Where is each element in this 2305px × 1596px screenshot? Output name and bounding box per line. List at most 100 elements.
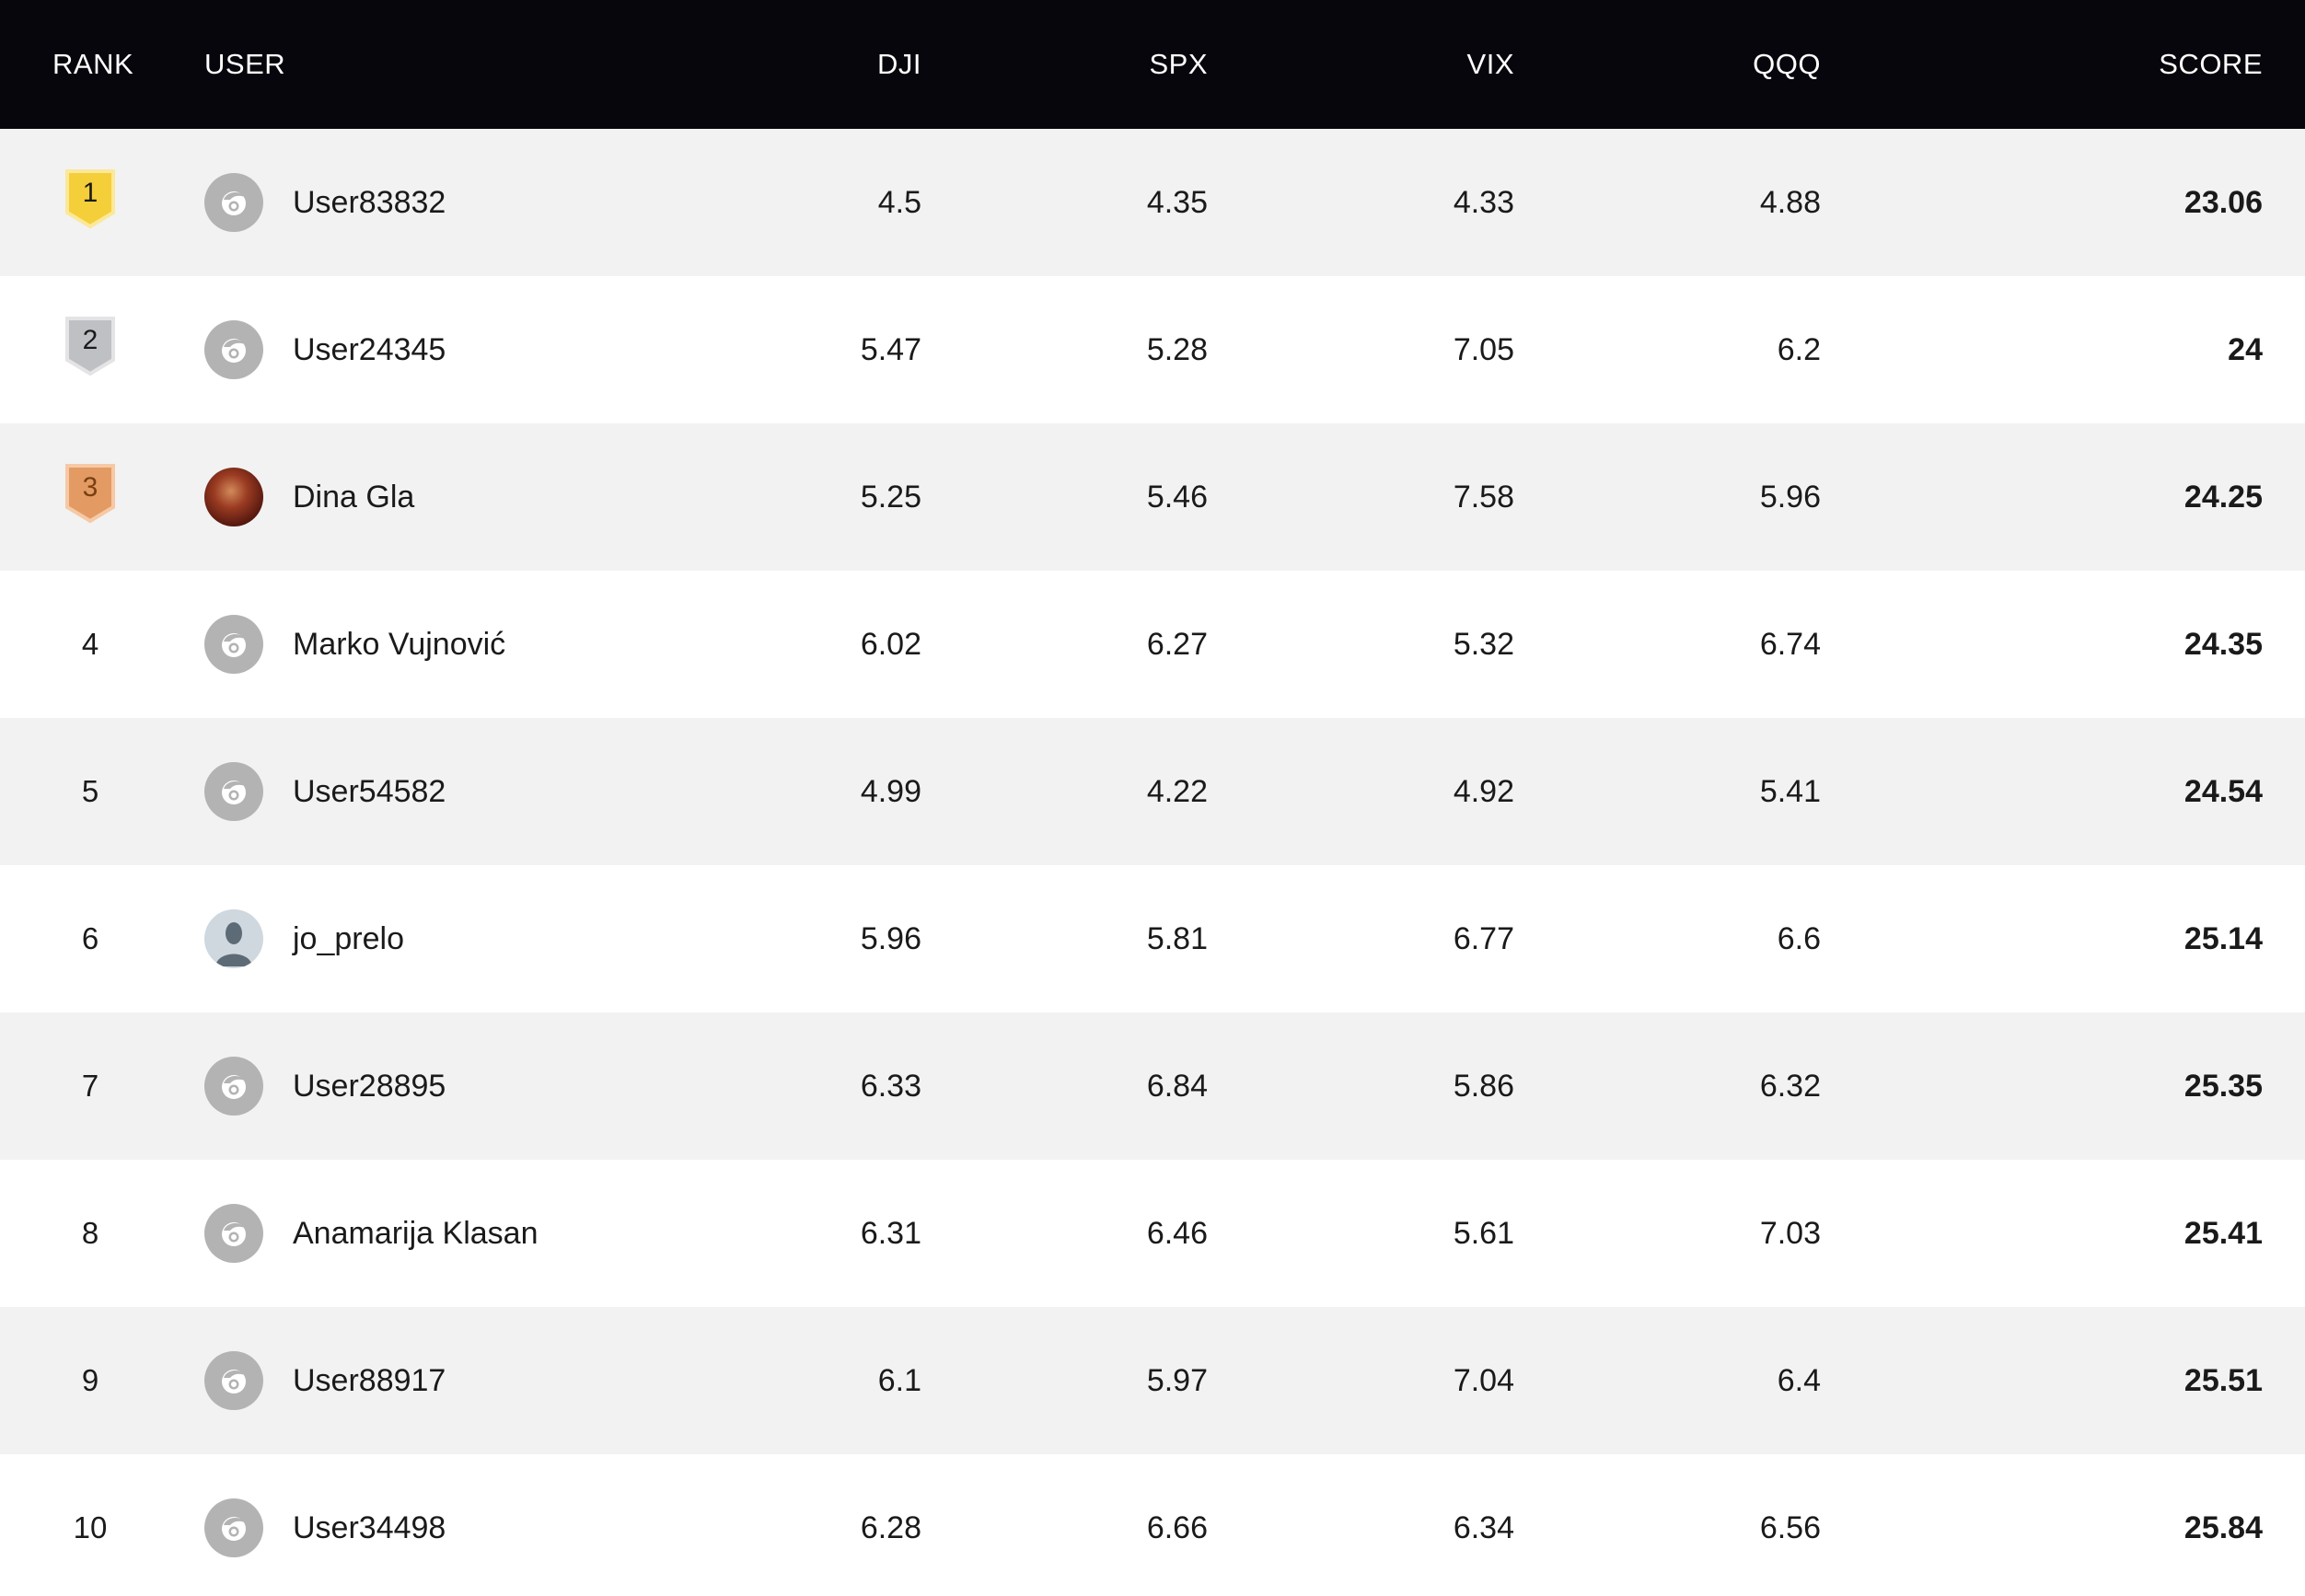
vix-cell: 4.92 bbox=[1453, 773, 1514, 809]
table-row[interactable]: 2 User24345 5.47 5.28 7.05 6.2 24 bbox=[0, 276, 2305, 423]
person-avatar-icon bbox=[204, 909, 263, 968]
default-avatar-icon bbox=[204, 615, 263, 674]
table-row[interactable]: 5 User54582 4.99 4.22 4.92 5.41 24.54 bbox=[0, 718, 2305, 865]
dji-cell: 6.31 bbox=[860, 1215, 921, 1251]
rank-number: 9 bbox=[81, 1363, 99, 1397]
user-cell[interactable]: Anamarija Klasan bbox=[204, 1204, 538, 1263]
user-name[interactable]: User83832 bbox=[293, 184, 446, 220]
vix-cell: 5.86 bbox=[1453, 1068, 1514, 1104]
vix-cell: 7.58 bbox=[1453, 479, 1514, 515]
spx-cell: 4.35 bbox=[1146, 184, 1208, 220]
table-row[interactable]: 8 Anamarija Klasan 6.31 6.46 5.61 7.03 25.41 bbox=[0, 1160, 2305, 1307]
column-header-vix[interactable]: VIX bbox=[1466, 48, 1514, 80]
rank-number: 3 bbox=[82, 472, 98, 503]
user-cell[interactable]: User88917 bbox=[204, 1351, 446, 1410]
column-header-dji[interactable]: DJI bbox=[877, 48, 921, 80]
spx-cell: 5.28 bbox=[1146, 331, 1208, 367]
column-header-rank[interactable]: RANK bbox=[52, 48, 134, 80]
vix-cell: 6.34 bbox=[1453, 1509, 1514, 1545]
rank-number: 6 bbox=[81, 921, 99, 955]
dji-cell: 6.02 bbox=[860, 626, 921, 662]
qqq-cell: 5.96 bbox=[1759, 479, 1821, 515]
rank-cell: 6 bbox=[0, 921, 180, 956]
table-row[interactable]: 3 Dina Gla 5.25 5.46 7.58 5.96 24.25 bbox=[0, 423, 2305, 571]
rank-cell: 8 bbox=[0, 1216, 180, 1251]
rank-number: 4 bbox=[81, 627, 99, 661]
rank-cell: 1 bbox=[0, 168, 180, 237]
default-avatar-icon bbox=[204, 1057, 263, 1116]
user-name[interactable]: Dina Gla bbox=[293, 479, 415, 515]
user-name[interactable]: User54582 bbox=[293, 773, 446, 809]
user-cell[interactable]: Marko Vujnović bbox=[204, 615, 505, 674]
user-name[interactable]: Anamarija Klasan bbox=[293, 1215, 539, 1251]
user-name[interactable]: jo_prelo bbox=[293, 920, 404, 956]
default-avatar-icon bbox=[204, 1498, 263, 1557]
table-row[interactable]: 1 User83832 4.5 4.35 4.33 4.88 23.06 bbox=[0, 129, 2305, 276]
default-avatar-icon bbox=[204, 1204, 263, 1263]
dji-cell: 5.96 bbox=[860, 920, 921, 956]
table-row[interactable]: 7 User28895 6.33 6.84 5.86 6.32 25.35 bbox=[0, 1012, 2305, 1160]
qqq-cell: 6.2 bbox=[1777, 331, 1821, 367]
rank-cell: 7 bbox=[0, 1069, 180, 1104]
score-cell: 25.14 bbox=[2183, 920, 2263, 956]
qqq-cell: 6.32 bbox=[1759, 1068, 1821, 1104]
user-cell[interactable]: User83832 bbox=[204, 173, 446, 232]
user-cell[interactable]: User34498 bbox=[204, 1498, 446, 1557]
default-avatar-icon bbox=[204, 1351, 263, 1410]
score-cell: 24 bbox=[2228, 331, 2263, 367]
dji-cell: 6.1 bbox=[877, 1362, 921, 1398]
user-name[interactable]: Marko Vujnović bbox=[293, 626, 506, 662]
user-cell[interactable]: User24345 bbox=[204, 320, 446, 379]
vix-cell: 7.05 bbox=[1453, 331, 1514, 367]
score-cell: 24.25 bbox=[2183, 479, 2263, 515]
table-row[interactable]: 10 User34498 6.28 6.66 6.34 6.56 25.84 bbox=[0, 1454, 2305, 1596]
score-cell: 25.84 bbox=[2183, 1509, 2263, 1545]
rank-number: 7 bbox=[81, 1069, 99, 1103]
gold-medal-icon: 1 bbox=[64, 168, 116, 229]
qqq-cell: 6.56 bbox=[1759, 1509, 1821, 1545]
dji-cell: 5.25 bbox=[860, 479, 921, 515]
vix-cell: 7.04 bbox=[1453, 1362, 1514, 1398]
vix-cell: 5.32 bbox=[1453, 626, 1514, 662]
user-name[interactable]: User88917 bbox=[293, 1362, 446, 1398]
user-cell[interactable]: jo_prelo bbox=[204, 909, 404, 968]
spx-cell: 5.81 bbox=[1146, 920, 1208, 956]
score-cell: 24.54 bbox=[2183, 773, 2263, 809]
score-cell: 25.41 bbox=[2183, 1215, 2263, 1251]
user-cell[interactable]: User28895 bbox=[204, 1057, 446, 1116]
rank-cell: 10 bbox=[0, 1510, 180, 1545]
column-header-qqq[interactable]: QQQ bbox=[1753, 48, 1821, 80]
default-avatar-icon bbox=[204, 173, 263, 232]
column-header-user[interactable]: USER bbox=[204, 48, 286, 80]
table-row[interactable]: 9 User88917 6.1 5.97 7.04 6.4 25.51 bbox=[0, 1307, 2305, 1454]
rank-cell: 3 bbox=[0, 463, 180, 531]
dji-cell: 6.28 bbox=[860, 1509, 921, 1545]
user-name[interactable]: User34498 bbox=[293, 1509, 446, 1545]
spx-cell: 6.27 bbox=[1146, 626, 1208, 662]
qqq-cell: 6.4 bbox=[1777, 1362, 1821, 1398]
rank-number: 1 bbox=[82, 178, 98, 208]
bronze-medal-icon: 3 bbox=[64, 463, 116, 524]
user-name[interactable]: User24345 bbox=[293, 331, 446, 367]
user-cell[interactable]: Dina Gla bbox=[204, 468, 414, 526]
user-name[interactable]: User28895 bbox=[293, 1068, 446, 1104]
column-header-spx[interactable]: SPX bbox=[1149, 48, 1208, 80]
rank-number: 10 bbox=[73, 1510, 108, 1544]
dji-cell: 6.33 bbox=[860, 1068, 921, 1104]
score-cell: 23.06 bbox=[2183, 184, 2263, 220]
qqq-cell: 5.41 bbox=[1759, 773, 1821, 809]
column-header-score[interactable]: SCORE bbox=[2159, 48, 2263, 80]
dji-cell: 4.99 bbox=[860, 773, 921, 809]
vix-cell: 5.61 bbox=[1453, 1215, 1514, 1251]
table-row[interactable]: 6 jo_prelo 5.96 5.81 6.77 6.6 25.14 bbox=[0, 865, 2305, 1012]
rank-cell: 2 bbox=[0, 316, 180, 384]
vix-cell: 6.77 bbox=[1453, 920, 1514, 956]
rank-cell: 4 bbox=[0, 627, 180, 662]
spx-cell: 6.66 bbox=[1146, 1509, 1208, 1545]
user-cell[interactable]: User54582 bbox=[204, 762, 446, 821]
spx-cell: 6.84 bbox=[1146, 1068, 1208, 1104]
qqq-cell: 7.03 bbox=[1759, 1215, 1821, 1251]
table-row[interactable]: 4 Marko Vujnović 6.02 6.27 5.32 6.74 24.35 bbox=[0, 571, 2305, 718]
rank-number: 5 bbox=[81, 774, 99, 808]
